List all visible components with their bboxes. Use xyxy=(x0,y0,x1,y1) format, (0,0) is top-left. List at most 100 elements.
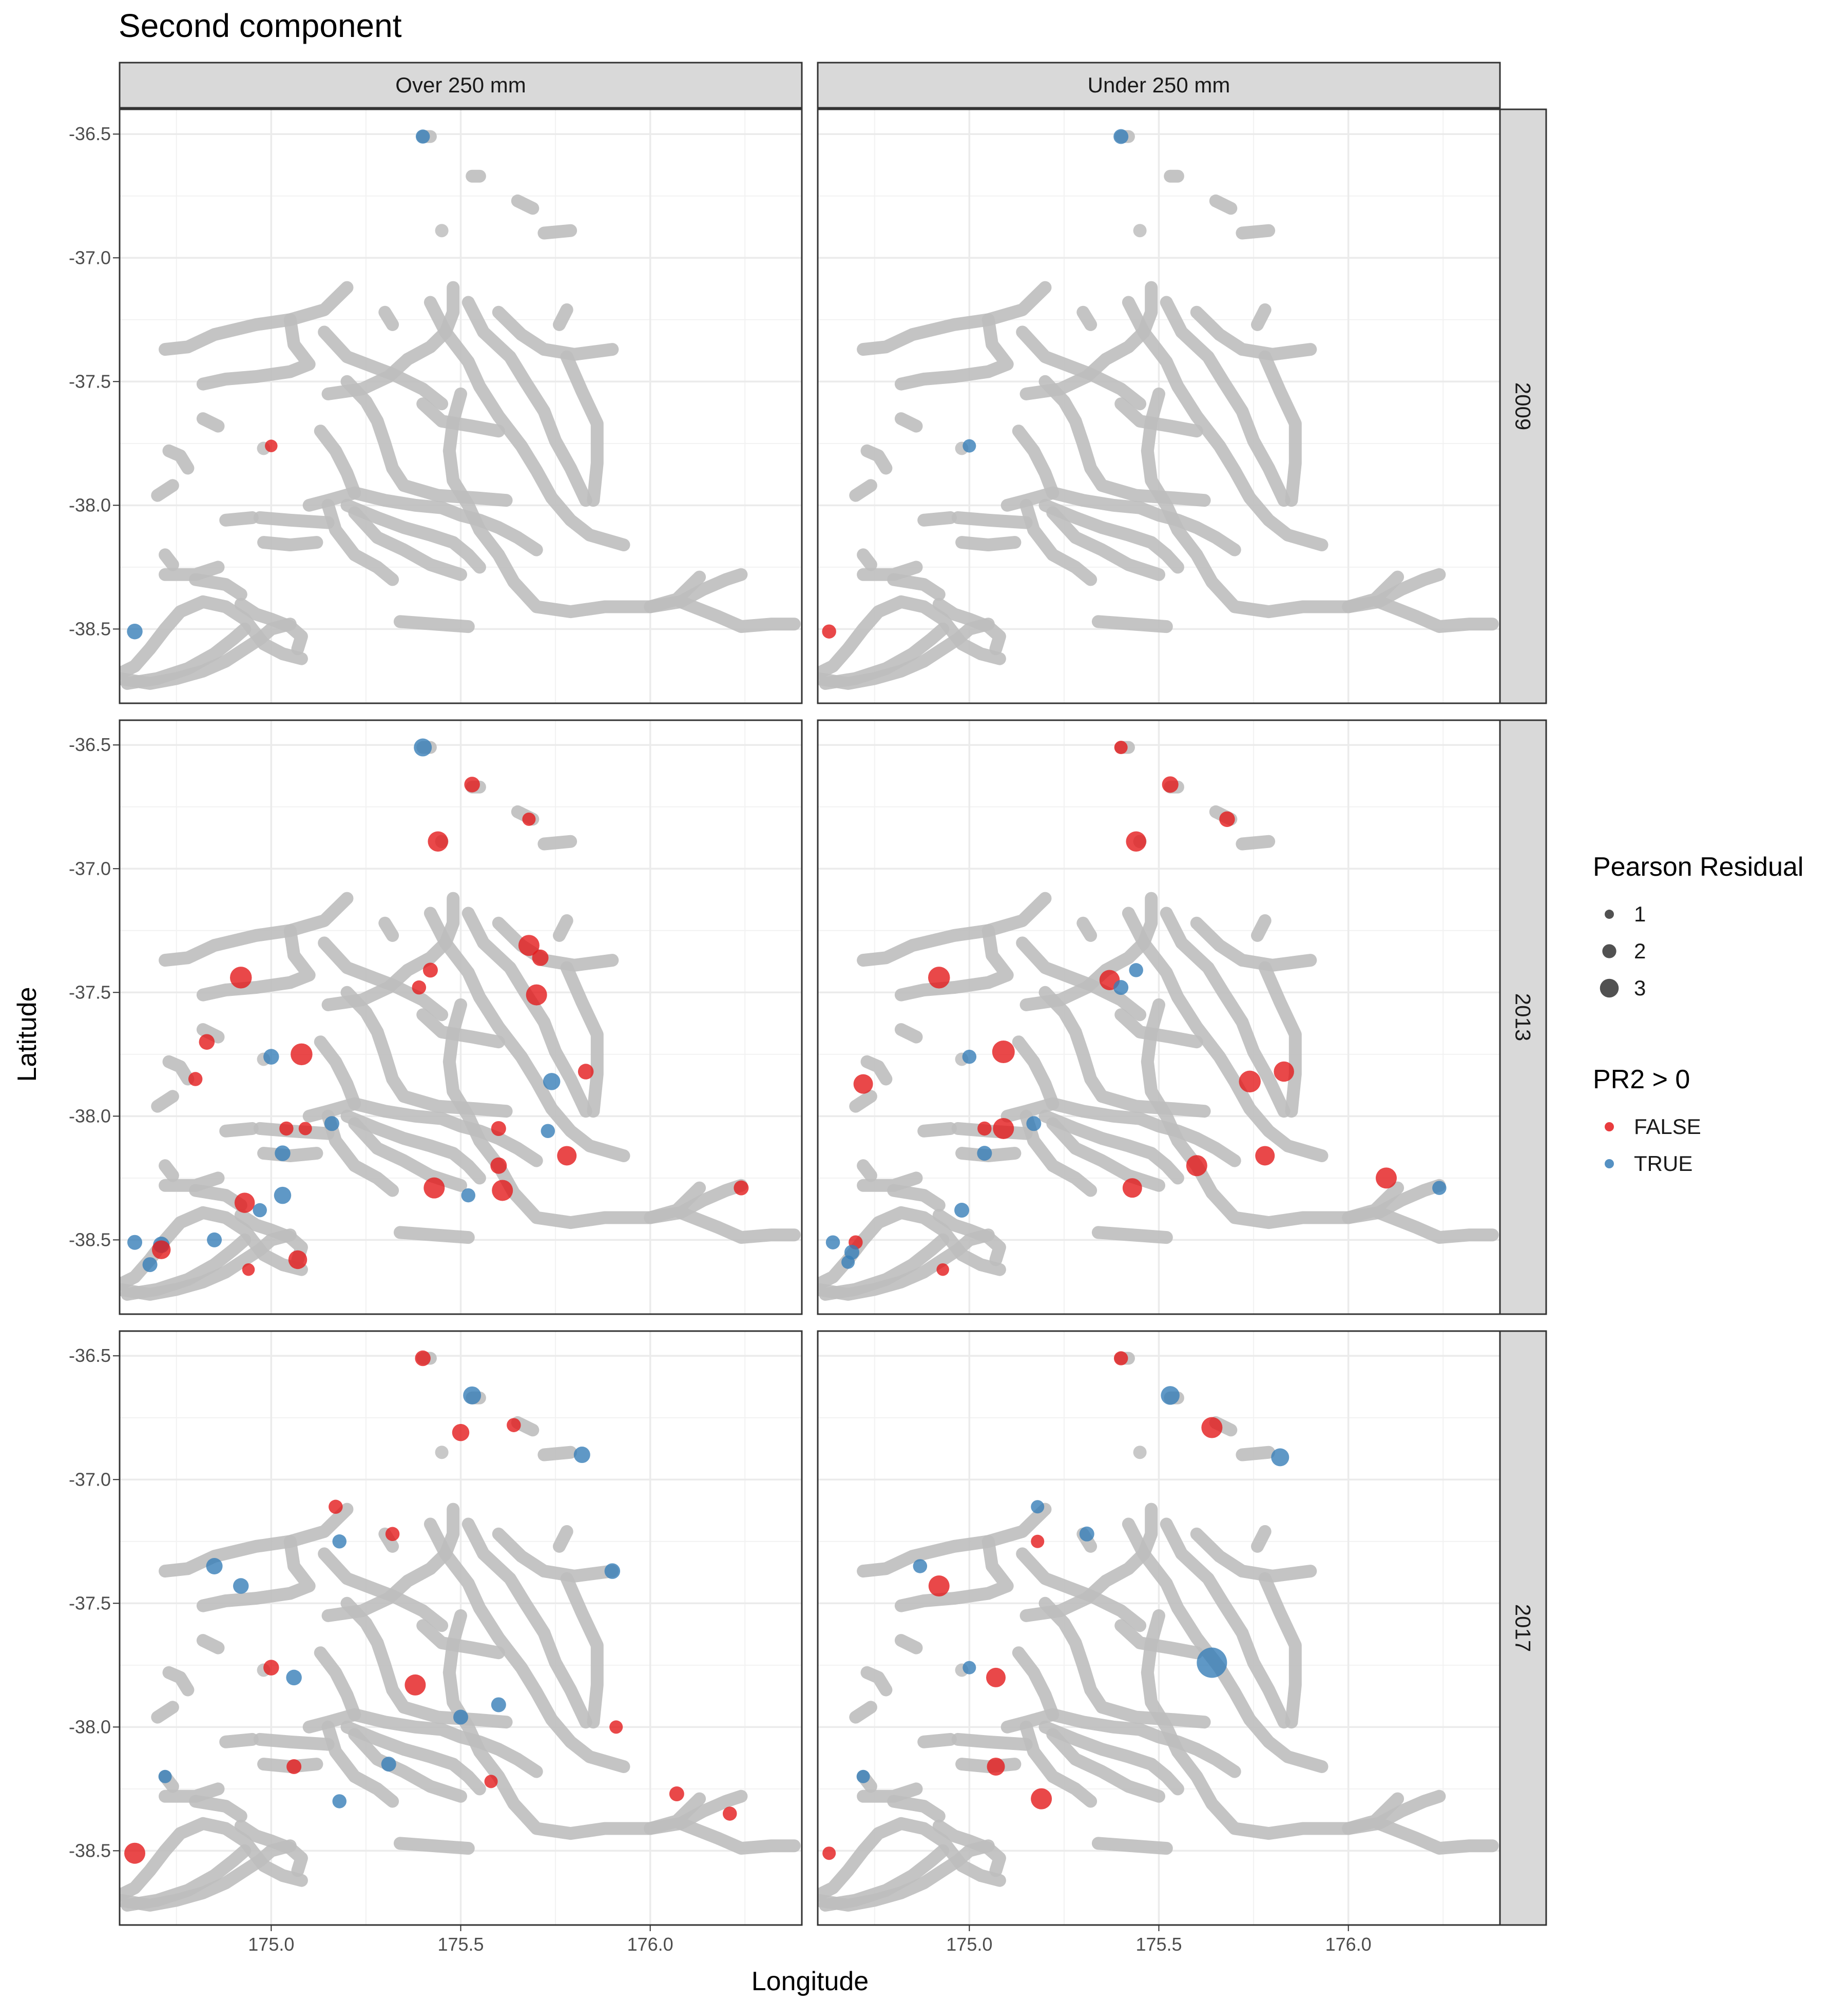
background-site-track xyxy=(424,1517,630,1773)
residual-point xyxy=(825,1235,840,1249)
background-site-track xyxy=(1258,1572,1302,1729)
background-site-track xyxy=(196,412,225,433)
background-site-track xyxy=(189,573,247,601)
y-axis-title: Latitude xyxy=(12,987,42,1082)
background-site-track xyxy=(196,1023,225,1044)
background-site-track xyxy=(340,1720,486,1796)
strip-background xyxy=(1499,1330,1547,1926)
residual-point xyxy=(853,1074,873,1094)
background-site-track xyxy=(860,444,893,475)
residual-point xyxy=(424,1177,445,1199)
y-tick-label: -37.5 xyxy=(69,981,111,1003)
size-legend-label: 1 xyxy=(1634,902,1646,926)
background-site-track xyxy=(537,835,578,851)
background-site-track xyxy=(932,1819,1006,1877)
background-site-track xyxy=(644,570,706,613)
background-site-track xyxy=(860,1055,893,1086)
background-site-track xyxy=(159,892,354,967)
background-site-track xyxy=(1012,1035,1060,1110)
residual-point xyxy=(507,1418,521,1432)
background-site-track xyxy=(492,1527,619,1583)
background-site-track xyxy=(219,511,259,527)
background-site-track xyxy=(159,548,179,571)
residual-point xyxy=(127,623,143,640)
background-site-track xyxy=(1091,1226,1173,1244)
facet-strip-column: Over 250 mm xyxy=(119,62,803,109)
background-site-track xyxy=(1046,1117,1165,1192)
background-site-track xyxy=(857,1503,1052,1578)
y-tick-label: -38.5 xyxy=(69,618,111,639)
background-site-track xyxy=(1190,305,1317,361)
strip-label: 2017 xyxy=(1511,1604,1535,1652)
background-site-track xyxy=(1038,498,1184,574)
residual-point xyxy=(822,624,836,639)
background-site-track xyxy=(159,1171,225,1192)
residual-point xyxy=(158,1769,172,1783)
background-site-track xyxy=(424,907,630,1162)
residual-point xyxy=(1432,1181,1447,1195)
y-tick-label: -38.0 xyxy=(69,494,111,515)
residual-point xyxy=(286,1759,302,1774)
residual-point xyxy=(526,984,547,1006)
background-site-track xyxy=(1160,296,1291,507)
background-site-track xyxy=(162,444,195,475)
background-site-track xyxy=(492,305,619,361)
residual-point xyxy=(532,949,549,966)
panel-border xyxy=(119,719,803,1315)
background-site-track xyxy=(378,305,399,331)
residual-point xyxy=(288,1250,307,1269)
residual-point xyxy=(414,738,432,757)
facet-panel xyxy=(817,108,1501,704)
background-site-track xyxy=(196,1634,225,1654)
facet-panel xyxy=(119,719,803,1315)
background-site-track xyxy=(314,425,361,499)
background-site-track xyxy=(537,1446,578,1461)
residual-point xyxy=(298,1122,312,1135)
background-site-track xyxy=(894,412,923,433)
background-site-track xyxy=(511,194,540,215)
background-site-track xyxy=(1258,961,1302,1118)
background-site-track xyxy=(537,224,578,240)
background-site-track xyxy=(196,924,316,1002)
background-site-track xyxy=(416,1008,505,1049)
background-site-track xyxy=(378,916,399,942)
background-site-track xyxy=(1076,305,1098,331)
background-site-track xyxy=(1141,998,1446,1229)
residual-point xyxy=(452,1423,470,1441)
background-site xyxy=(435,1446,449,1459)
residual-point xyxy=(977,1146,992,1161)
facet-strip-row: 2009 xyxy=(1499,108,1547,704)
y-tick-label: -36.5 xyxy=(69,123,111,144)
residual-point xyxy=(151,1240,171,1259)
residual-point xyxy=(428,831,448,852)
strip-label: 2013 xyxy=(1511,993,1535,1041)
background-site-track xyxy=(1019,281,1158,400)
residual-point xyxy=(199,1034,215,1050)
color-legend-label: FALSE xyxy=(1634,1114,1701,1139)
residual-point xyxy=(188,1072,203,1086)
residual-point xyxy=(206,1557,223,1574)
background-site xyxy=(1133,1446,1147,1459)
y-tick-label: -38.0 xyxy=(69,1105,111,1126)
background-site-track xyxy=(120,595,308,680)
residual-point xyxy=(609,1720,623,1734)
residual-point xyxy=(381,1757,396,1772)
residual-point xyxy=(1197,1647,1227,1678)
residual-point xyxy=(484,1775,498,1788)
background-site-track xyxy=(302,486,543,556)
residual-point xyxy=(263,1660,279,1676)
background-site-track xyxy=(860,1666,893,1697)
residual-point xyxy=(453,1709,468,1725)
background-site-track xyxy=(151,1090,179,1113)
facet-panels: Over 250 mm Under 250 mm 2009 2013 2017 -36.5… xyxy=(69,62,1547,1955)
background-site xyxy=(435,224,449,238)
residual-point xyxy=(1186,1155,1207,1177)
background-site-track xyxy=(159,1159,179,1182)
background-site-track xyxy=(159,281,354,356)
background-site-track xyxy=(644,1792,706,1835)
background-site-track xyxy=(442,387,748,619)
panel-border xyxy=(817,108,1501,704)
residual-point xyxy=(491,1121,506,1136)
residual-point xyxy=(1079,1526,1094,1542)
size-legend-key xyxy=(1600,978,1619,998)
